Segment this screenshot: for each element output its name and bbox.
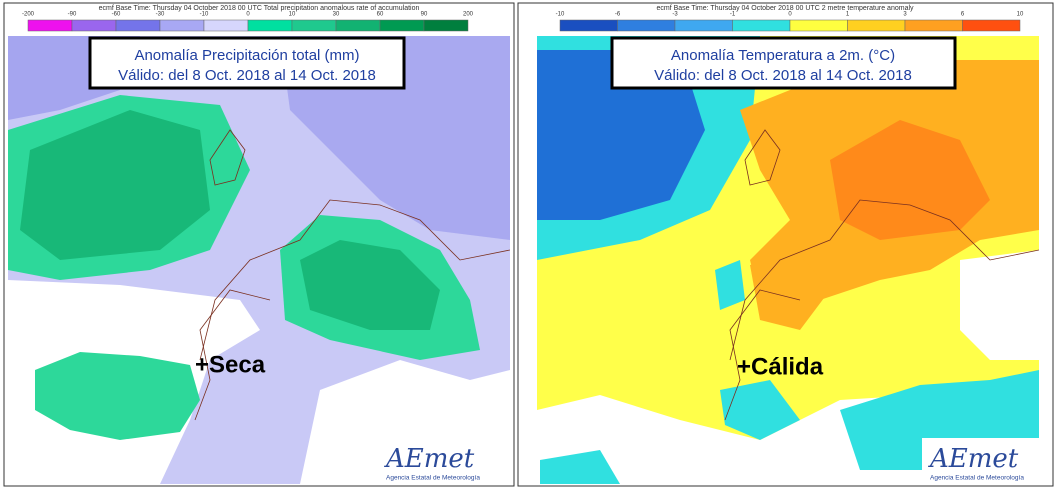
colorbar-swatch — [617, 19, 676, 32]
colorbar-label: -1 — [730, 12, 736, 18]
logo-box — [378, 438, 506, 484]
colorbar-label: -3 — [672, 12, 678, 18]
agency: Agencia Estatal de Meteorología — [930, 475, 1024, 482]
colorbar-swatch — [732, 19, 791, 32]
colorbar-label: 6 — [961, 12, 965, 18]
title: Anomalía Temperatura a 2m. (°C) — [671, 47, 895, 64]
colorbar-swatch — [335, 19, 381, 32]
colorbar-label: -10 — [200, 12, 209, 18]
map: +Seca — [8, 36, 510, 484]
colorbar-swatch — [789, 19, 848, 32]
map: +Cálida — [537, 36, 1039, 484]
colorbar-swatch — [904, 19, 963, 32]
colorbar-swatch — [962, 19, 1021, 32]
colorbar-label: 60 — [377, 12, 384, 18]
colorbar-label: 0 — [246, 12, 250, 18]
colorbar: -200 -90 -60 -30 -10 0 10 30 60 90 200 — [22, 12, 474, 32]
colorbar-label: -30 — [156, 12, 165, 18]
warm-label: +Cálida — [737, 353, 824, 380]
colorbar-swatch — [379, 19, 425, 32]
colorbar-swatch — [71, 19, 117, 32]
colorbar-label: 30 — [333, 12, 340, 18]
subtitle: Válido: del 8 Oct. 2018 al 14 Oct. 2018 — [118, 67, 376, 84]
colorbar-label: 10 — [1017, 12, 1024, 18]
precipitation-panel: ecmf Base Time: Thursday 04 October 2018… — [3, 2, 515, 487]
dry-label: +Seca — [195, 351, 266, 378]
colorbar-swatch — [559, 19, 618, 32]
logo: AEmet — [384, 444, 475, 474]
colorbar-label: 0 — [788, 12, 792, 18]
temperature-panel: ecmf Base Time: Thursday 04 October 2018… — [517, 2, 1054, 487]
colorbar-label: -60 — [112, 12, 121, 18]
colorbar-label: -10 — [556, 12, 565, 18]
header: ecmf Base Time: Thursday 04 October 2018… — [99, 5, 420, 12]
colorbar-label: 90 — [421, 12, 428, 18]
colorbar-label: 200 — [463, 12, 474, 18]
colorbar-label: -90 — [68, 12, 77, 18]
colorbar-label: 3 — [903, 12, 907, 18]
subtitle: Válido: del 8 Oct. 2018 al 14 Oct. 2018 — [654, 67, 912, 84]
colorbar-label: 1 — [846, 12, 850, 18]
colorbar-swatch — [291, 19, 337, 32]
colorbar-swatch — [847, 19, 906, 32]
colorbar-swatch — [115, 19, 161, 32]
logo-box — [922, 438, 1050, 484]
colorbar-swatch — [27, 19, 73, 32]
colorbar-label: -6 — [615, 12, 621, 18]
colorbar-swatch — [159, 19, 205, 32]
colorbar-label: 10 — [289, 12, 296, 18]
colorbar-swatch — [203, 19, 249, 32]
header: ecmf Base Time: Thursday 04 October 2018… — [656, 5, 914, 12]
colorbar-swatch — [247, 19, 293, 32]
title: Anomalía Precipitación total (mm) — [134, 47, 359, 64]
colorbar-label: -200 — [22, 12, 35, 18]
colorbar: -10 -6 -3 -1 0 1 3 6 10 — [556, 12, 1024, 32]
title-box — [88, 36, 406, 90]
agency: Agencia Estatal de Meteorología — [386, 475, 480, 482]
logo: AEmet — [928, 444, 1019, 474]
title-box — [610, 36, 957, 90]
colorbar-swatch — [674, 19, 733, 32]
colorbar-swatch — [423, 19, 469, 32]
